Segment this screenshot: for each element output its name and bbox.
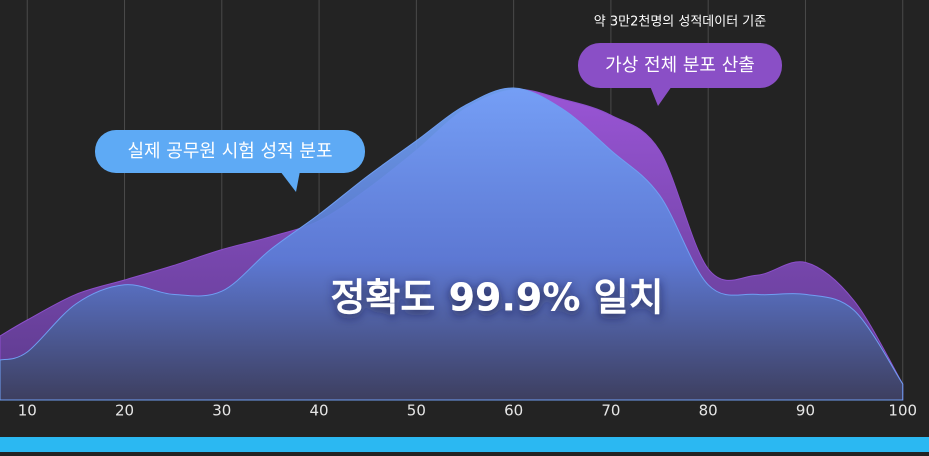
area <box>0 87 904 401</box>
callout-tail <box>650 86 672 106</box>
x-tick-label: 100 <box>888 402 917 420</box>
headline: 정확도 99.9% 일치 <box>330 276 663 320</box>
x-tick-label: 30 <box>212 402 231 420</box>
bottom-band <box>0 437 929 452</box>
x-tick-label: 70 <box>601 402 620 420</box>
callout-virtual: 가상 전체 분포 산출 <box>578 43 782 106</box>
callout-tail <box>280 171 300 192</box>
callout-actual: 실제 공무원 시험 성적 분포 <box>95 130 365 192</box>
x-tick-label: 80 <box>699 402 718 420</box>
callout-bubble <box>95 130 365 173</box>
callout-text: 실제 공무원 시험 성적 분포 <box>127 141 332 162</box>
x-tick-label: 40 <box>310 402 329 420</box>
x-tick-label: 60 <box>504 402 523 420</box>
source-note: 약 3만2천명의 성적데이터 기준 <box>594 15 766 30</box>
x-tick-label: 20 <box>115 402 134 420</box>
x-tick-label: 10 <box>18 402 37 420</box>
callout-bubble <box>578 43 782 88</box>
x-tick-label: 50 <box>407 402 426 420</box>
x-tick-label: 90 <box>796 402 815 420</box>
callout-text: 가상 전체 분포 산출 <box>605 55 755 76</box>
